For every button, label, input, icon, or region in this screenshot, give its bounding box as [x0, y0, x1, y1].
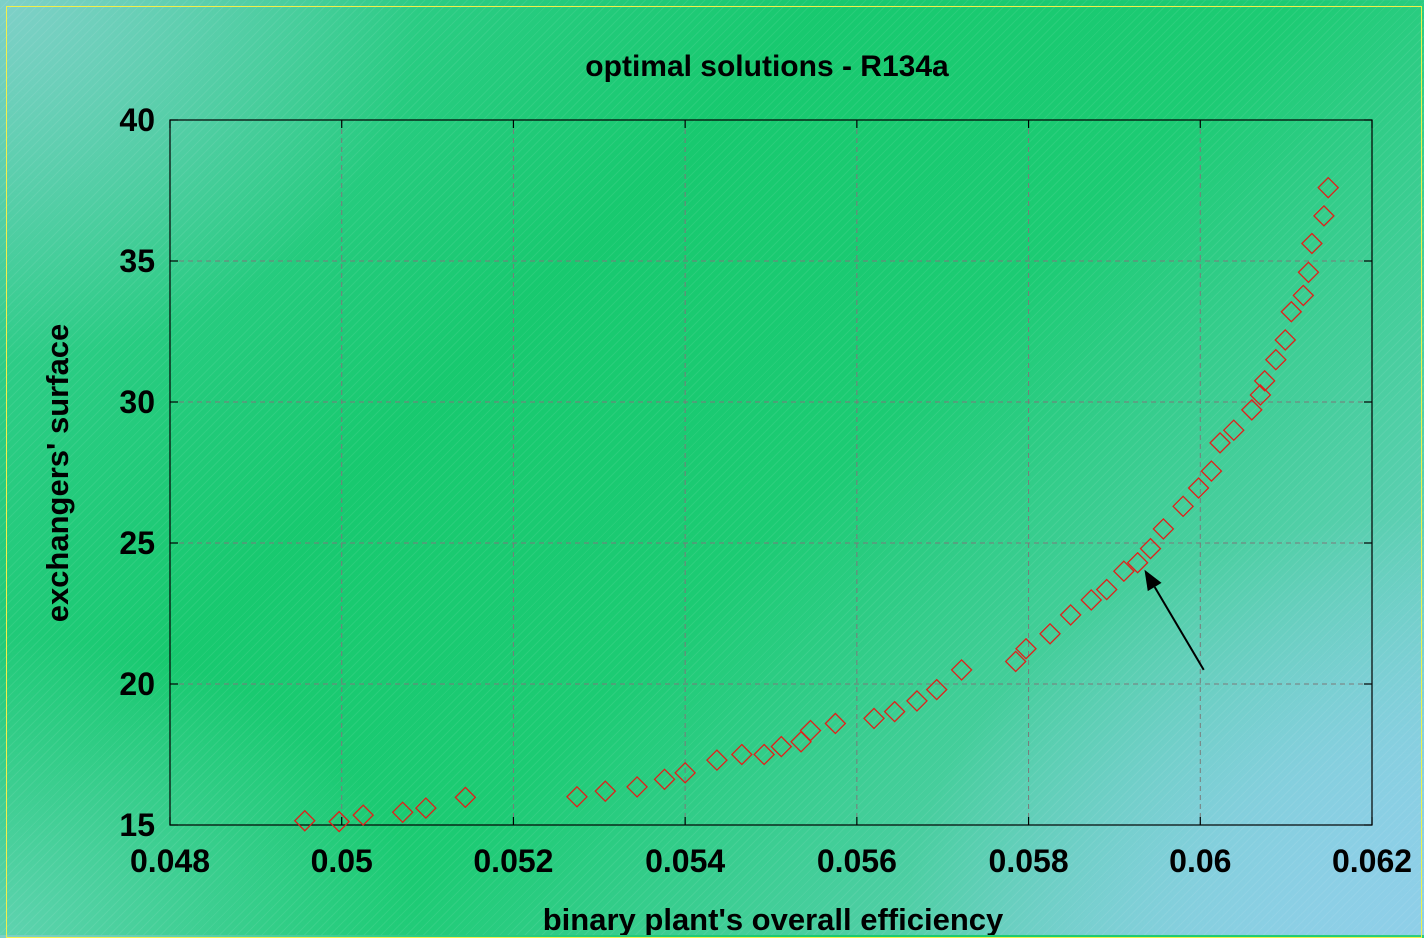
y-tick-label: 30 [119, 384, 155, 420]
y-tick-label: 15 [119, 807, 155, 843]
y-tick-label: 25 [119, 525, 155, 561]
data-point-marker [653, 768, 676, 791]
x-tick-label: 0.054 [645, 843, 725, 879]
data-point-marker [1200, 460, 1223, 483]
data-point-marker [1274, 329, 1297, 351]
data-points [293, 176, 1340, 833]
data-point-marker [1187, 477, 1210, 499]
data-point-marker [863, 707, 885, 730]
y-tick-label: 20 [119, 666, 155, 702]
data-point-marker [753, 743, 776, 766]
x-tick-labels: 0.048 0.05 0.052 0.054 0.056 0.058 0.06 0.062 [130, 843, 1412, 879]
data-point-marker [925, 678, 948, 701]
data-point-marker [1297, 261, 1320, 284]
data-point-marker [799, 719, 822, 742]
y-tick-labels: 15 20 25 30 35 40 [119, 102, 155, 843]
x-tick-label: 0.05 [311, 843, 373, 879]
data-point-marker [730, 743, 753, 766]
data-point-marker [1280, 300, 1303, 323]
data-point-marker [1172, 495, 1195, 518]
x-tick-label: 0.062 [1332, 843, 1412, 879]
plot-area [169, 119, 1373, 826]
x-tick-label: 0.058 [989, 843, 1069, 879]
data-point-marker [1152, 517, 1175, 540]
data-point-marker [1209, 431, 1231, 454]
data-point-marker [1095, 578, 1118, 601]
x-axis-label: binary plant's overall efficiency [543, 902, 1004, 935]
data-point-marker [1015, 637, 1037, 660]
y-tick-label: 40 [119, 102, 155, 138]
data-point-marker [1313, 204, 1335, 227]
data-point-marker [1112, 560, 1135, 583]
data-point-marker [328, 810, 351, 833]
data-point-marker [674, 761, 697, 784]
data-point-marker [906, 690, 928, 712]
data-point-marker [1139, 537, 1162, 560]
data-point-marker [1039, 622, 1061, 645]
data-point-marker [352, 804, 375, 827]
data-point-marker [391, 801, 414, 824]
data-point-marker [1300, 232, 1323, 255]
data-point-marker [790, 730, 812, 753]
grid-lines [170, 120, 1372, 825]
data-point-marker [1249, 384, 1272, 406]
arrow-shaft [1153, 586, 1205, 671]
data-point-marker [883, 700, 906, 723]
data-point-marker [594, 780, 617, 803]
data-point-marker [454, 786, 477, 809]
x-tick-label: 0.06 [1169, 843, 1231, 879]
data-point-marker [1240, 398, 1263, 421]
tick-marks [169, 119, 1373, 826]
data-point-marker [705, 749, 728, 772]
data-point-marker [566, 785, 588, 808]
data-point-marker [1080, 589, 1103, 611]
x-tick-label: 0.048 [130, 843, 210, 879]
data-point-marker [1222, 419, 1245, 442]
chart-title: optimal solutions - R134a [585, 50, 949, 83]
data-point-marker [1253, 369, 1276, 392]
data-point-marker [1292, 284, 1315, 307]
data-point-marker [626, 776, 648, 798]
y-axis-label: exchangers' surface [40, 324, 75, 623]
data-point-marker [824, 712, 847, 735]
x-tick-label: 0.056 [817, 843, 897, 879]
y-tick-label: 35 [119, 243, 155, 279]
annotation-arrow [1144, 569, 1205, 671]
data-point-marker [414, 797, 437, 819]
data-point-marker [1059, 603, 1082, 626]
data-point-marker [950, 658, 973, 681]
x-tick-label: 0.052 [473, 843, 553, 879]
data-point-marker [293, 809, 316, 832]
arrow-head [1144, 569, 1162, 592]
data-point-marker [1126, 551, 1149, 574]
data-point-marker [1264, 348, 1287, 371]
data-point-marker [770, 735, 793, 758]
data-point-marker [1317, 176, 1340, 199]
data-point-marker [1004, 650, 1027, 673]
